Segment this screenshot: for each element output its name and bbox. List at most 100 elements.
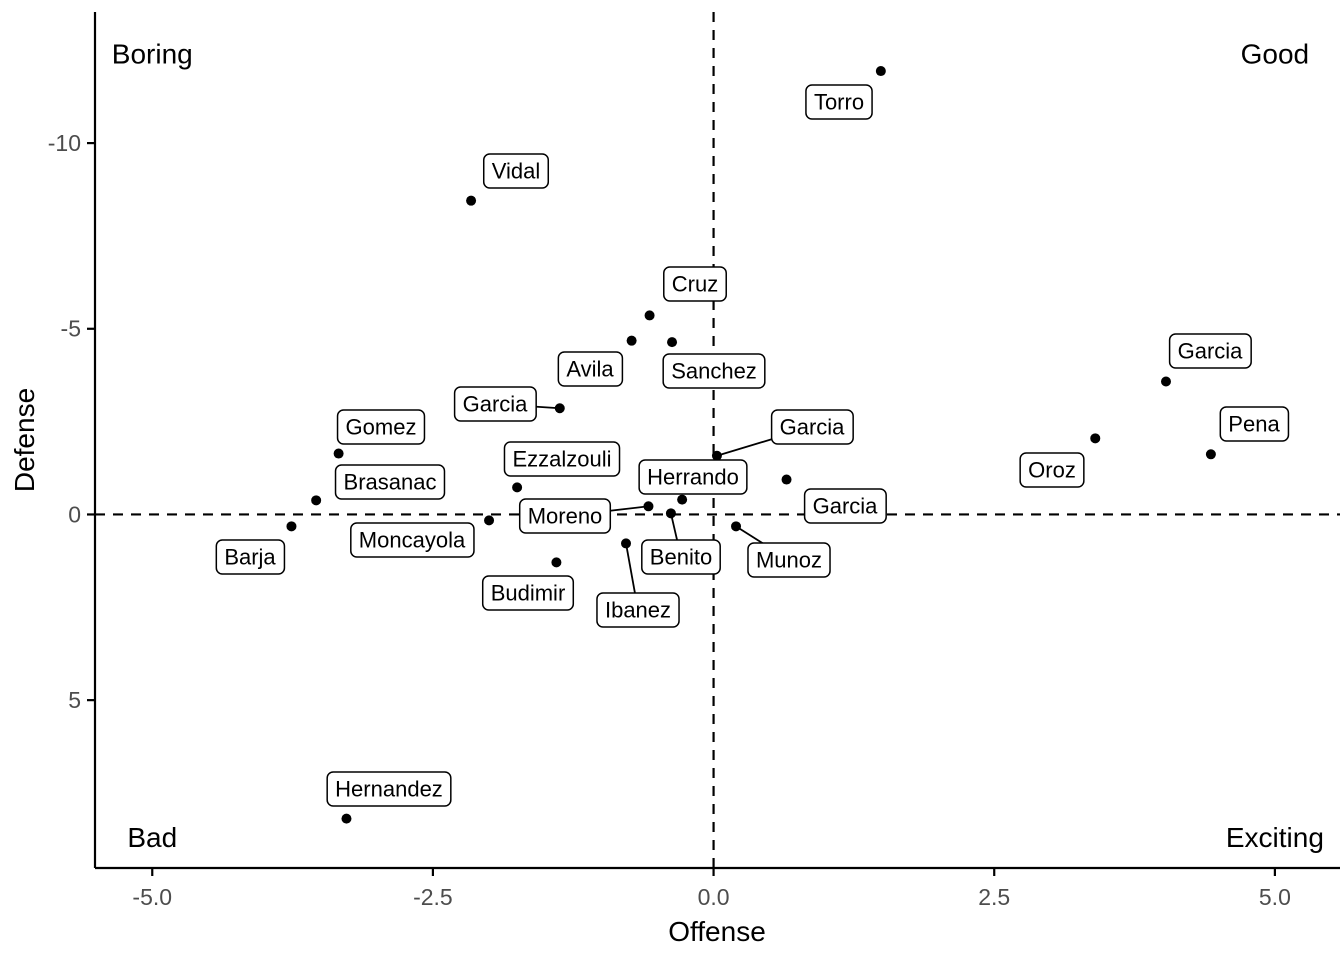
player-label-text: Benito — [650, 544, 712, 569]
data-point — [341, 813, 352, 824]
player-label-text: Herrando — [647, 464, 739, 489]
player-label-box — [770, 409, 854, 445]
data-point — [1160, 376, 1171, 387]
player-label-box — [482, 153, 550, 189]
player-label-text: Moreno — [528, 503, 603, 528]
player-label: Torro — [805, 84, 873, 120]
player-label: Ezzalzouli — [503, 441, 621, 477]
x-axis-title: Offense — [668, 916, 766, 947]
data-point — [286, 521, 297, 532]
player-label-text: Garcia — [813, 493, 879, 518]
player-label: Brasanac — [334, 464, 446, 500]
quadrant-annotation: Boring — [112, 38, 193, 69]
data-point — [512, 482, 523, 493]
player-label-text: Cruz — [672, 271, 718, 296]
point-labels: Torro Vidal Cruz Avila Sanchez Garcia Gomez Bra… — [215, 84, 1290, 807]
data-point — [1205, 449, 1216, 460]
player-label-box — [503, 441, 621, 477]
player-label: Moncayola — [350, 522, 475, 558]
player-label: Pena — [1219, 406, 1290, 442]
player-label: Garcia — [453, 386, 537, 422]
player-label: Garcia — [1168, 333, 1252, 369]
player-label: Avila — [557, 351, 624, 387]
player-label-box — [481, 575, 575, 611]
player-label-box — [215, 539, 286, 575]
data-point — [554, 403, 565, 414]
player-label-box — [350, 522, 475, 558]
player-label-text: Ibanez — [605, 597, 671, 622]
player-label: Munoz — [747, 542, 831, 578]
x-axis-tick-label: -5.0 — [132, 884, 172, 910]
player-label: Garcia — [770, 409, 854, 445]
data-point — [621, 538, 632, 549]
player-label-box — [1219, 406, 1290, 442]
data-point — [1090, 433, 1101, 444]
player-label-text: Munoz — [756, 547, 822, 572]
player-label-text: Torro — [814, 89, 864, 114]
data-point — [643, 501, 654, 512]
x-axis-tick-label: -2.5 — [413, 884, 453, 910]
data-point — [626, 335, 637, 346]
player-label-text: Budimir — [491, 580, 566, 605]
y-axis-tick-label: 5 — [68, 687, 81, 713]
player-label-box — [453, 386, 537, 422]
player-label-text: Moncayola — [359, 527, 466, 552]
player-label-text: Vidal — [492, 158, 541, 183]
player-label-box — [336, 409, 426, 445]
x-axis-tick-label: 0.0 — [698, 884, 730, 910]
player-label-box — [641, 539, 721, 575]
data-point — [551, 557, 562, 568]
player-label-box — [326, 771, 452, 807]
data-point — [731, 521, 742, 532]
player-label-text: Ezzalzouli — [512, 446, 611, 471]
player-label-box — [803, 488, 887, 524]
player-label: Vidal — [482, 153, 550, 189]
quadrant-annotation: Exciting — [1226, 822, 1324, 853]
data-points — [286, 66, 1216, 824]
player-label-text: Hernandez — [335, 776, 443, 801]
player-label: Gomez — [336, 409, 426, 445]
data-point — [711, 450, 722, 461]
player-label: Ibanez — [596, 592, 680, 628]
y-axis-tick-label: -10 — [48, 130, 81, 156]
player-label-text: Oroz — [1028, 457, 1076, 482]
player-label-box — [1019, 452, 1085, 488]
player-label: Cruz — [663, 266, 727, 302]
player-label-text: Brasanac — [344, 469, 437, 494]
player-label-box — [638, 459, 748, 495]
player-label-box — [663, 266, 727, 302]
player-label-text: Sanchez — [671, 358, 757, 383]
reference-lines — [95, 12, 1340, 868]
player-label-text: Barja — [224, 544, 276, 569]
player-label-box — [596, 592, 680, 628]
data-point — [484, 515, 495, 526]
player-label: Benito — [641, 539, 721, 575]
player-label-box — [557, 351, 624, 387]
data-point — [311, 495, 322, 506]
player-label-box — [334, 464, 446, 500]
player-label-box — [662, 353, 766, 389]
player-label: Budimir — [481, 575, 575, 611]
y-axis-tick-label: -5 — [61, 316, 81, 342]
player-label: Barja — [215, 539, 286, 575]
y-axis-title: Defense — [9, 388, 40, 492]
axes: -5.0 -2.5 0.0 2.5 5.0 -10 -5 0 5 — [48, 12, 1340, 910]
data-point — [644, 310, 655, 321]
player-label-text: Gomez — [346, 414, 417, 439]
data-point — [677, 494, 688, 505]
data-point — [667, 337, 678, 348]
player-label-box — [747, 542, 831, 578]
data-point — [333, 448, 344, 459]
player-label: Moreno — [518, 498, 612, 534]
data-point — [466, 195, 477, 206]
player-label: Hernandez — [326, 771, 452, 807]
data-point — [665, 508, 676, 519]
player-label-text: Garcia — [463, 391, 529, 416]
player-label-text: Garcia — [780, 414, 846, 439]
player-label: Herrando — [638, 459, 748, 495]
quadrant-annotation: Good — [1241, 38, 1310, 69]
x-axis-tick-label: 5.0 — [1259, 884, 1291, 910]
player-label-text: Pena — [1228, 411, 1280, 436]
